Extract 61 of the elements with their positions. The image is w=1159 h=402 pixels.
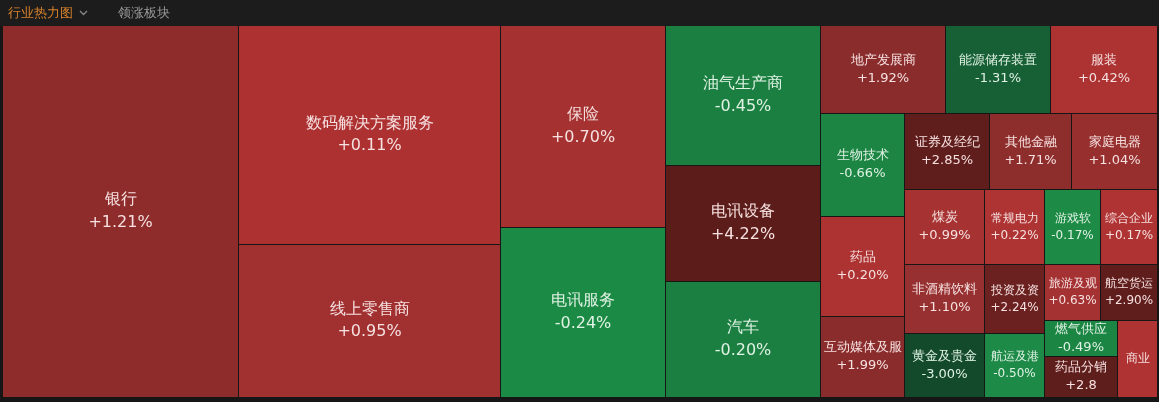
- data-label: -1.31%: [975, 69, 1021, 85]
- category-label: 药品: [849, 248, 876, 264]
- category-label: 药品分销: [1055, 359, 1107, 375]
- data-label: +1.92%: [856, 69, 910, 85]
- data-label: +0.99%: [918, 227, 971, 243]
- category-label: 银行: [103, 189, 137, 209]
- text: 领涨板块: [118, 4, 170, 22]
- data-label: +4.22%: [710, 223, 776, 243]
- category-label: 综合企业: [1105, 210, 1153, 225]
- category-label: 商业: [1125, 351, 1150, 366]
- category-label: 电讯服务: [551, 290, 615, 310]
- data-label: -0.49%: [1058, 338, 1104, 354]
- data-label: -0.45%: [714, 95, 772, 115]
- data-label: +0.42%: [1077, 69, 1131, 85]
- data-label: +0.11%: [337, 135, 402, 155]
- category-label: 游戏软: [1054, 210, 1091, 225]
- data-label: +1.99%: [836, 357, 889, 373]
- data-label: +0.20%: [836, 266, 889, 282]
- category-label: 燃气供应: [1055, 320, 1107, 336]
- data-label: +0.17%: [1104, 227, 1154, 242]
- category-label: 生物技术: [836, 147, 889, 163]
- category-label: 互动媒体及服: [823, 339, 902, 355]
- category-label: 航空货运: [1105, 276, 1153, 291]
- data-label: -0.24%: [554, 312, 612, 332]
- data-label: -3.00%: [921, 365, 968, 381]
- data-label: +1.04%: [1088, 151, 1141, 167]
- category-label: 航运及港: [990, 349, 1039, 364]
- category-label: 家庭电器: [1088, 133, 1141, 149]
- data-label: -0.50%: [993, 366, 1036, 381]
- data-label: +2.8: [1065, 377, 1097, 393]
- text: 行业热力图: [8, 4, 73, 22]
- data-label: +0.22%: [990, 227, 1039, 242]
- category-label: 投资及资: [989, 282, 1039, 297]
- category-label: 旅游及观: [1048, 276, 1097, 291]
- data-label: +0.70%: [550, 126, 616, 146]
- category-label: 数码解决方案服务: [305, 112, 434, 132]
- data-label: +0.63%: [1048, 293, 1097, 308]
- data-label: +2.90%: [1104, 293, 1154, 308]
- category-label: 服装: [1091, 51, 1117, 67]
- data-label: +2.85%: [920, 151, 974, 167]
- category-label: 证券及经纪: [914, 133, 980, 149]
- category-label: 能源储存装置: [959, 51, 1037, 67]
- category-label: 电讯设备: [711, 201, 775, 221]
- category-label: 汽车: [727, 317, 759, 337]
- category-label: 煤炭: [931, 209, 958, 225]
- data-label: -0.20%: [714, 339, 772, 359]
- data-label: +2.24%: [990, 299, 1039, 314]
- data-label: +1.10%: [918, 299, 971, 315]
- category-label: 保险: [567, 104, 599, 124]
- category-label: 其他金融: [1004, 133, 1057, 149]
- category-label: 黄金及贵金: [912, 347, 977, 363]
- category-label: 非酒精饮料: [912, 281, 977, 297]
- category-label: 油气生产商: [703, 73, 783, 93]
- data-label: +1.21%: [88, 211, 153, 231]
- data-label: +0.95%: [337, 321, 402, 341]
- category-label: 地产发展商: [849, 51, 916, 67]
- data-label: +1.71%: [1004, 151, 1057, 167]
- data-label: -0.17%: [1051, 227, 1094, 242]
- data-label: -0.66%: [839, 165, 886, 181]
- category-label: 线上零售商: [329, 298, 410, 318]
- category-label: 常规电力: [990, 210, 1039, 225]
